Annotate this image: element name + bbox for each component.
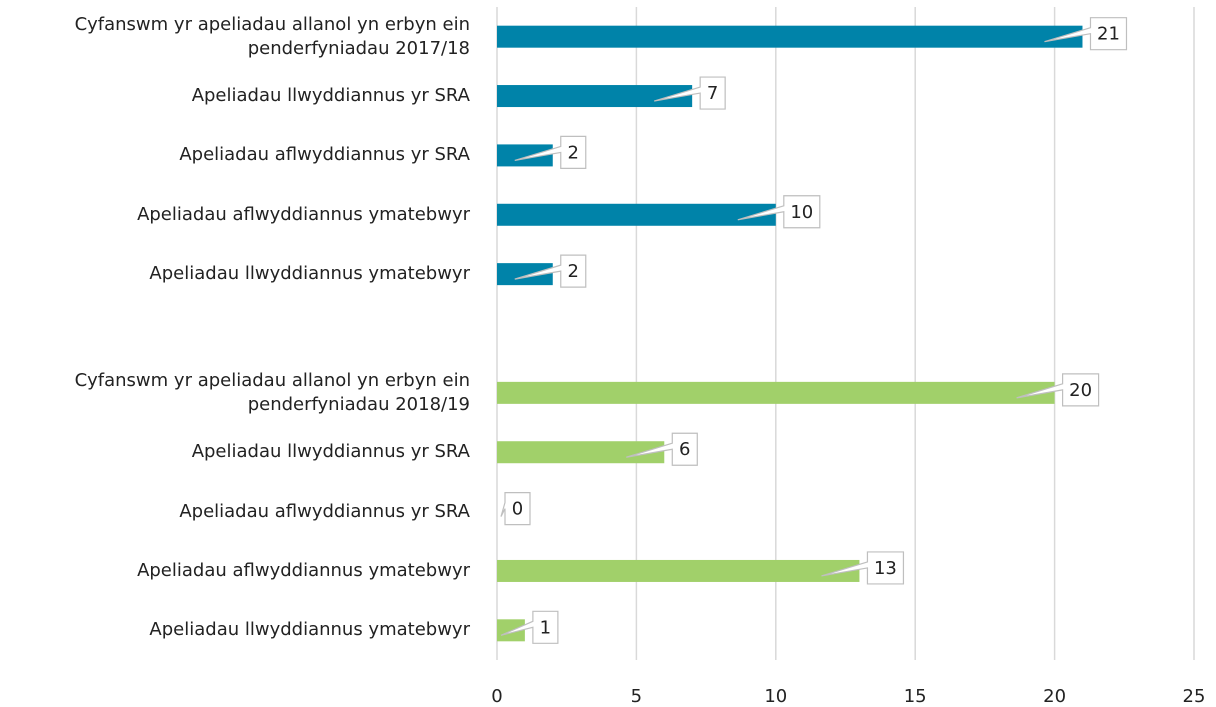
- y-tick-label: Apeliadau llwyddiannus ymatebwyr: [149, 619, 470, 641]
- label-callout: [514, 254, 587, 288]
- y-tick-label: Apeliadau llwyddiannus yr SRA: [191, 441, 470, 463]
- label-callout: [1016, 373, 1100, 407]
- data-label: 2: [568, 261, 579, 282]
- label-callout: [737, 195, 821, 229]
- data-label: 6: [679, 439, 690, 460]
- label-callout: [500, 610, 559, 644]
- bar: [497, 85, 693, 108]
- x-tick-label: 15: [904, 686, 927, 707]
- bar: [497, 263, 553, 286]
- x-tick-label: 10: [764, 686, 787, 707]
- data-label: 13: [874, 558, 897, 579]
- bar: [497, 441, 665, 464]
- data-label: 0: [512, 499, 523, 520]
- data-label: 7: [707, 83, 718, 104]
- x-tick-label: 20: [1043, 686, 1066, 707]
- y-tick-label: Apeliadau aflwyddiannus yr SRA: [179, 144, 470, 166]
- bar: [497, 559, 860, 582]
- bar: [497, 381, 1055, 404]
- label-callout: [500, 491, 531, 526]
- bar: [497, 25, 1083, 48]
- y-tick-label: Cyfanswm yr apeliadau allanol yn erbyn e…: [74, 369, 470, 415]
- data-label: 2: [568, 142, 579, 163]
- x-tick-label: 0: [491, 686, 502, 707]
- label-callout: [821, 551, 905, 585]
- bar: [497, 144, 553, 167]
- y-tick-label: Apeliadau llwyddiannus ymatebwyr: [149, 263, 470, 285]
- label-callout: [1044, 17, 1128, 51]
- x-tick-label: 25: [1183, 686, 1206, 707]
- data-label: 21: [1097, 24, 1120, 45]
- y-tick-label: Apeliadau aflwyddiannus ymatebwyr: [137, 203, 470, 225]
- label-callout: [514, 135, 587, 170]
- bar: [497, 203, 776, 226]
- data-label: 20: [1069, 380, 1092, 401]
- y-tick-label: Apeliadau aflwyddiannus ymatebwyr: [137, 559, 470, 581]
- y-tick-label: Apeliadau aflwyddiannus yr SRA: [179, 500, 470, 522]
- data-label: 10: [790, 202, 813, 223]
- y-tick-label: Apeliadau llwyddiannus yr SRA: [191, 85, 470, 107]
- y-tick-label: Cyfanswm yr apeliadau allanol yn erbyn e…: [74, 13, 470, 59]
- label-callout: [626, 432, 698, 466]
- label-callout: [653, 76, 726, 110]
- x-tick-label: 5: [631, 686, 642, 707]
- data-label: 1: [540, 617, 551, 638]
